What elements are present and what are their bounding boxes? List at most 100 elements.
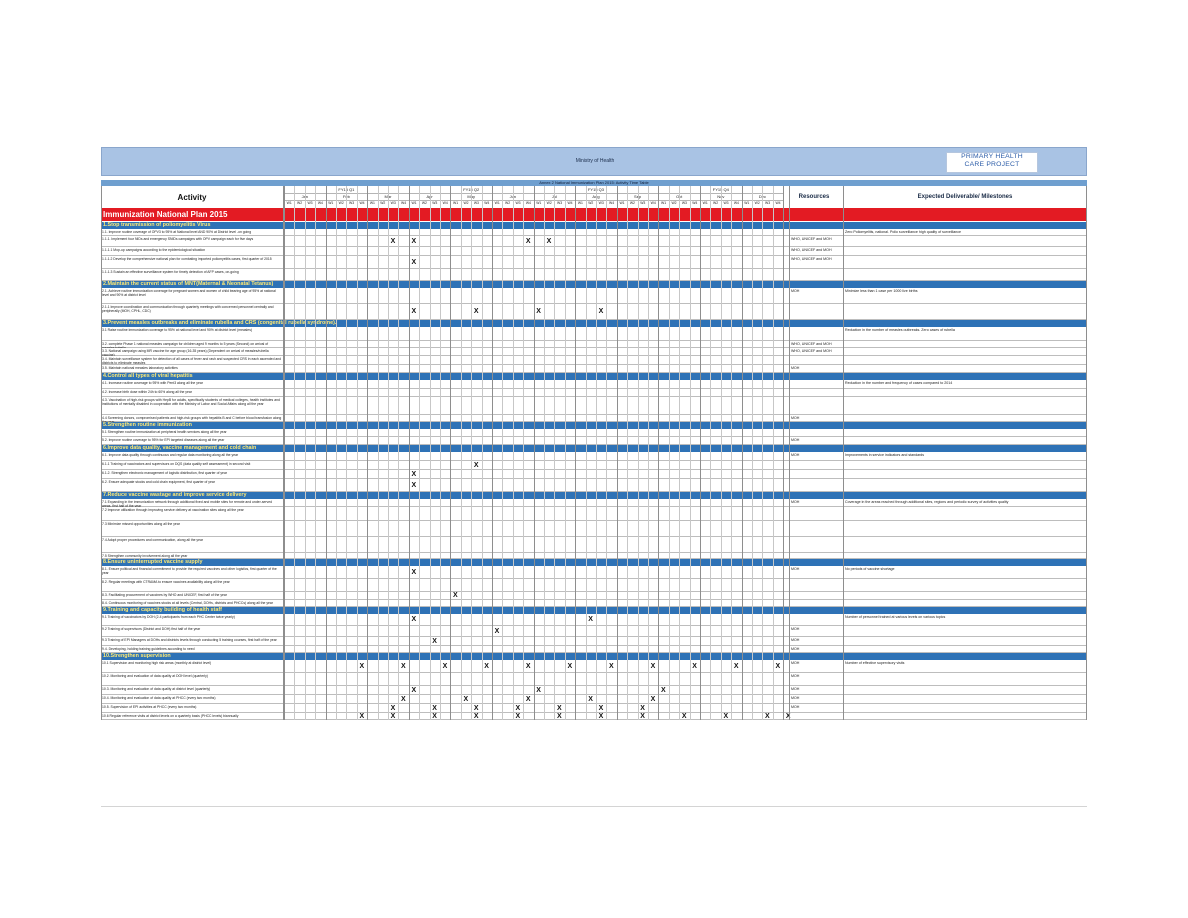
schedule-mark: X [598, 713, 604, 720]
week-label: W3 [473, 201, 479, 205]
grid-column-line [388, 186, 389, 720]
month-label: Oct [676, 194, 683, 199]
ministry-banner: Ministry of Health PRIMARY HEALTH CARE P… [101, 147, 1087, 176]
table-row: 8.1. Ensure political and financial comm… [101, 566, 1087, 579]
grid-column-line [304, 186, 306, 720]
grid-column-line [419, 186, 421, 720]
page-footer-rule [101, 806, 1087, 807]
grid-column-line [398, 186, 400, 720]
activity-text: 6.1. Improve data quality through contin… [102, 453, 239, 457]
schedule-mark: X [733, 662, 739, 670]
week-label: W4 [317, 201, 323, 205]
table-row: 7.5 Strengthen community involvement alo… [101, 553, 1087, 559]
grid-column-line [533, 186, 535, 720]
week-label: W2 [338, 201, 344, 205]
schedule-mark: X [411, 308, 417, 315]
grid-column-line [789, 186, 790, 720]
schedule-mark: X [525, 662, 531, 670]
schedule-mark: X [411, 686, 417, 694]
grid-column-line [710, 186, 712, 720]
grid-column-line [284, 186, 285, 720]
week-label: W3 [723, 201, 729, 205]
schedule-mark: X [453, 592, 458, 599]
deliverable-text: Reduction in the number and frequency of… [845, 381, 953, 385]
schedule-mark: X [390, 237, 396, 245]
schedule-mark: X [473, 461, 479, 469]
schedule-mark: X [411, 481, 417, 489]
schedule-mark: X [640, 713, 645, 720]
schedule-mark: X [442, 662, 448, 670]
week-label: W3 [515, 201, 521, 205]
table-row: 7.1 Expanding in the immunization networ… [101, 499, 1087, 507]
schedule-mark: X [785, 713, 791, 720]
schedule-mark: X [525, 695, 531, 703]
grid-column-line [843, 186, 844, 720]
table-row: 7.2 Improve utilization through improvin… [101, 507, 1087, 521]
schedule-mark: X [401, 662, 406, 670]
table-row: 6.1.2. Strengthen electronic management … [101, 470, 1087, 479]
week-label: W2 [505, 201, 511, 205]
week-label: W3 [307, 201, 313, 205]
week-label: W3 [557, 201, 563, 205]
deliverable-text: Number of personnel trained at various l… [845, 615, 946, 619]
schedule-mark: X [473, 704, 479, 712]
resources-text: MOH [791, 567, 800, 571]
grid-column-line [752, 186, 753, 720]
week-label: W2 [754, 201, 760, 205]
schedule-mark: X [411, 237, 417, 245]
table-row: 4.4 Screening donors, compromised patien… [101, 415, 1087, 422]
schedule-mark: X [661, 686, 666, 694]
activity-text: 2.1. Achieve routine immunization covera… [102, 289, 276, 297]
logo-line-2: CARE PROJECT [964, 161, 1020, 168]
deliverables-column-header: Expected Deliverable/ Milestones [917, 194, 1013, 200]
week-label: W1 [286, 201, 292, 205]
schedule-mark: X [432, 713, 437, 720]
grid-column-line [429, 186, 431, 720]
table-row: 3.5. Maintain national measles laborator… [101, 365, 1087, 373]
table-row: 1.1.1. Implement four NIDs and emergency… [101, 236, 1087, 247]
section-header: 1.Stop transmission of poliomyelitis Vir… [101, 222, 1087, 229]
activity-text: 6.1.2. Strengthen electronic management … [102, 471, 227, 475]
week-label: W4 [650, 201, 656, 205]
grid-column-line [523, 186, 525, 720]
section-header: 8.Ensure uninterrupted vaccine supply [101, 559, 1087, 566]
activity-text: 7.5 Strengthen community involvement alo… [102, 554, 188, 558]
activity-time-table: Ministry of Health PRIMARY HEALTH CARE P… [101, 147, 1087, 747]
activity-text: 7.1 Expanding in the immunization networ… [102, 500, 273, 507]
schedule-mark: X [359, 713, 365, 720]
table-row: 1.1.1.3 Sustain an effective surveillanc… [101, 269, 1087, 281]
schedule-mark: X [401, 695, 406, 703]
grid-column-line [606, 186, 608, 720]
schedule-mark: X [640, 704, 645, 712]
grid-column-line [762, 186, 764, 720]
grid-column-line [481, 186, 483, 720]
quarter-label: FY15 Q4 [712, 187, 729, 192]
week-label: W2 [671, 201, 677, 205]
grid-column-line [689, 186, 691, 720]
week-label: W1 [328, 201, 334, 205]
week-label: W1 [411, 201, 417, 205]
week-label: W4 [484, 201, 490, 205]
grid-column-line [700, 186, 701, 720]
grid-column-line [783, 186, 785, 720]
week-label: W3 [681, 201, 687, 205]
deliverable-text: Improvements in service indicators and s… [845, 453, 925, 457]
section-header: 9.Training and capacity building of heal… [101, 607, 1087, 614]
table-row: 2.1. Achieve routine immunization covera… [101, 288, 1087, 304]
month-label: Mar [384, 194, 392, 199]
activity-text: 6.2. Ensure adequate stocks and cold cha… [102, 480, 215, 484]
grid-column-line [575, 186, 577, 720]
activity-text: 9.2 Training of supervisors (District an… [102, 627, 201, 631]
grid-column-line [668, 186, 670, 720]
resources-text: MOH [791, 638, 800, 642]
section-header: 3.Prevent measles outbreaks and eliminat… [101, 320, 1087, 327]
grid-column-line [356, 186, 358, 720]
month-label: Jan [301, 194, 309, 199]
table-row: 10.6 Regular reference visits at distric… [101, 713, 1087, 720]
resources-text: WHO, UNICEF and MOH [791, 257, 832, 261]
plan-title-bar: Immunization National Plan 2015 [101, 208, 1087, 221]
schedule-mark: X [515, 713, 521, 720]
grid-column-line [554, 186, 556, 720]
table-row: 8.2. Regular meetings with CTRAMA to ens… [101, 579, 1087, 592]
resources-text: WHO, UNICEF and MOH [791, 342, 832, 346]
